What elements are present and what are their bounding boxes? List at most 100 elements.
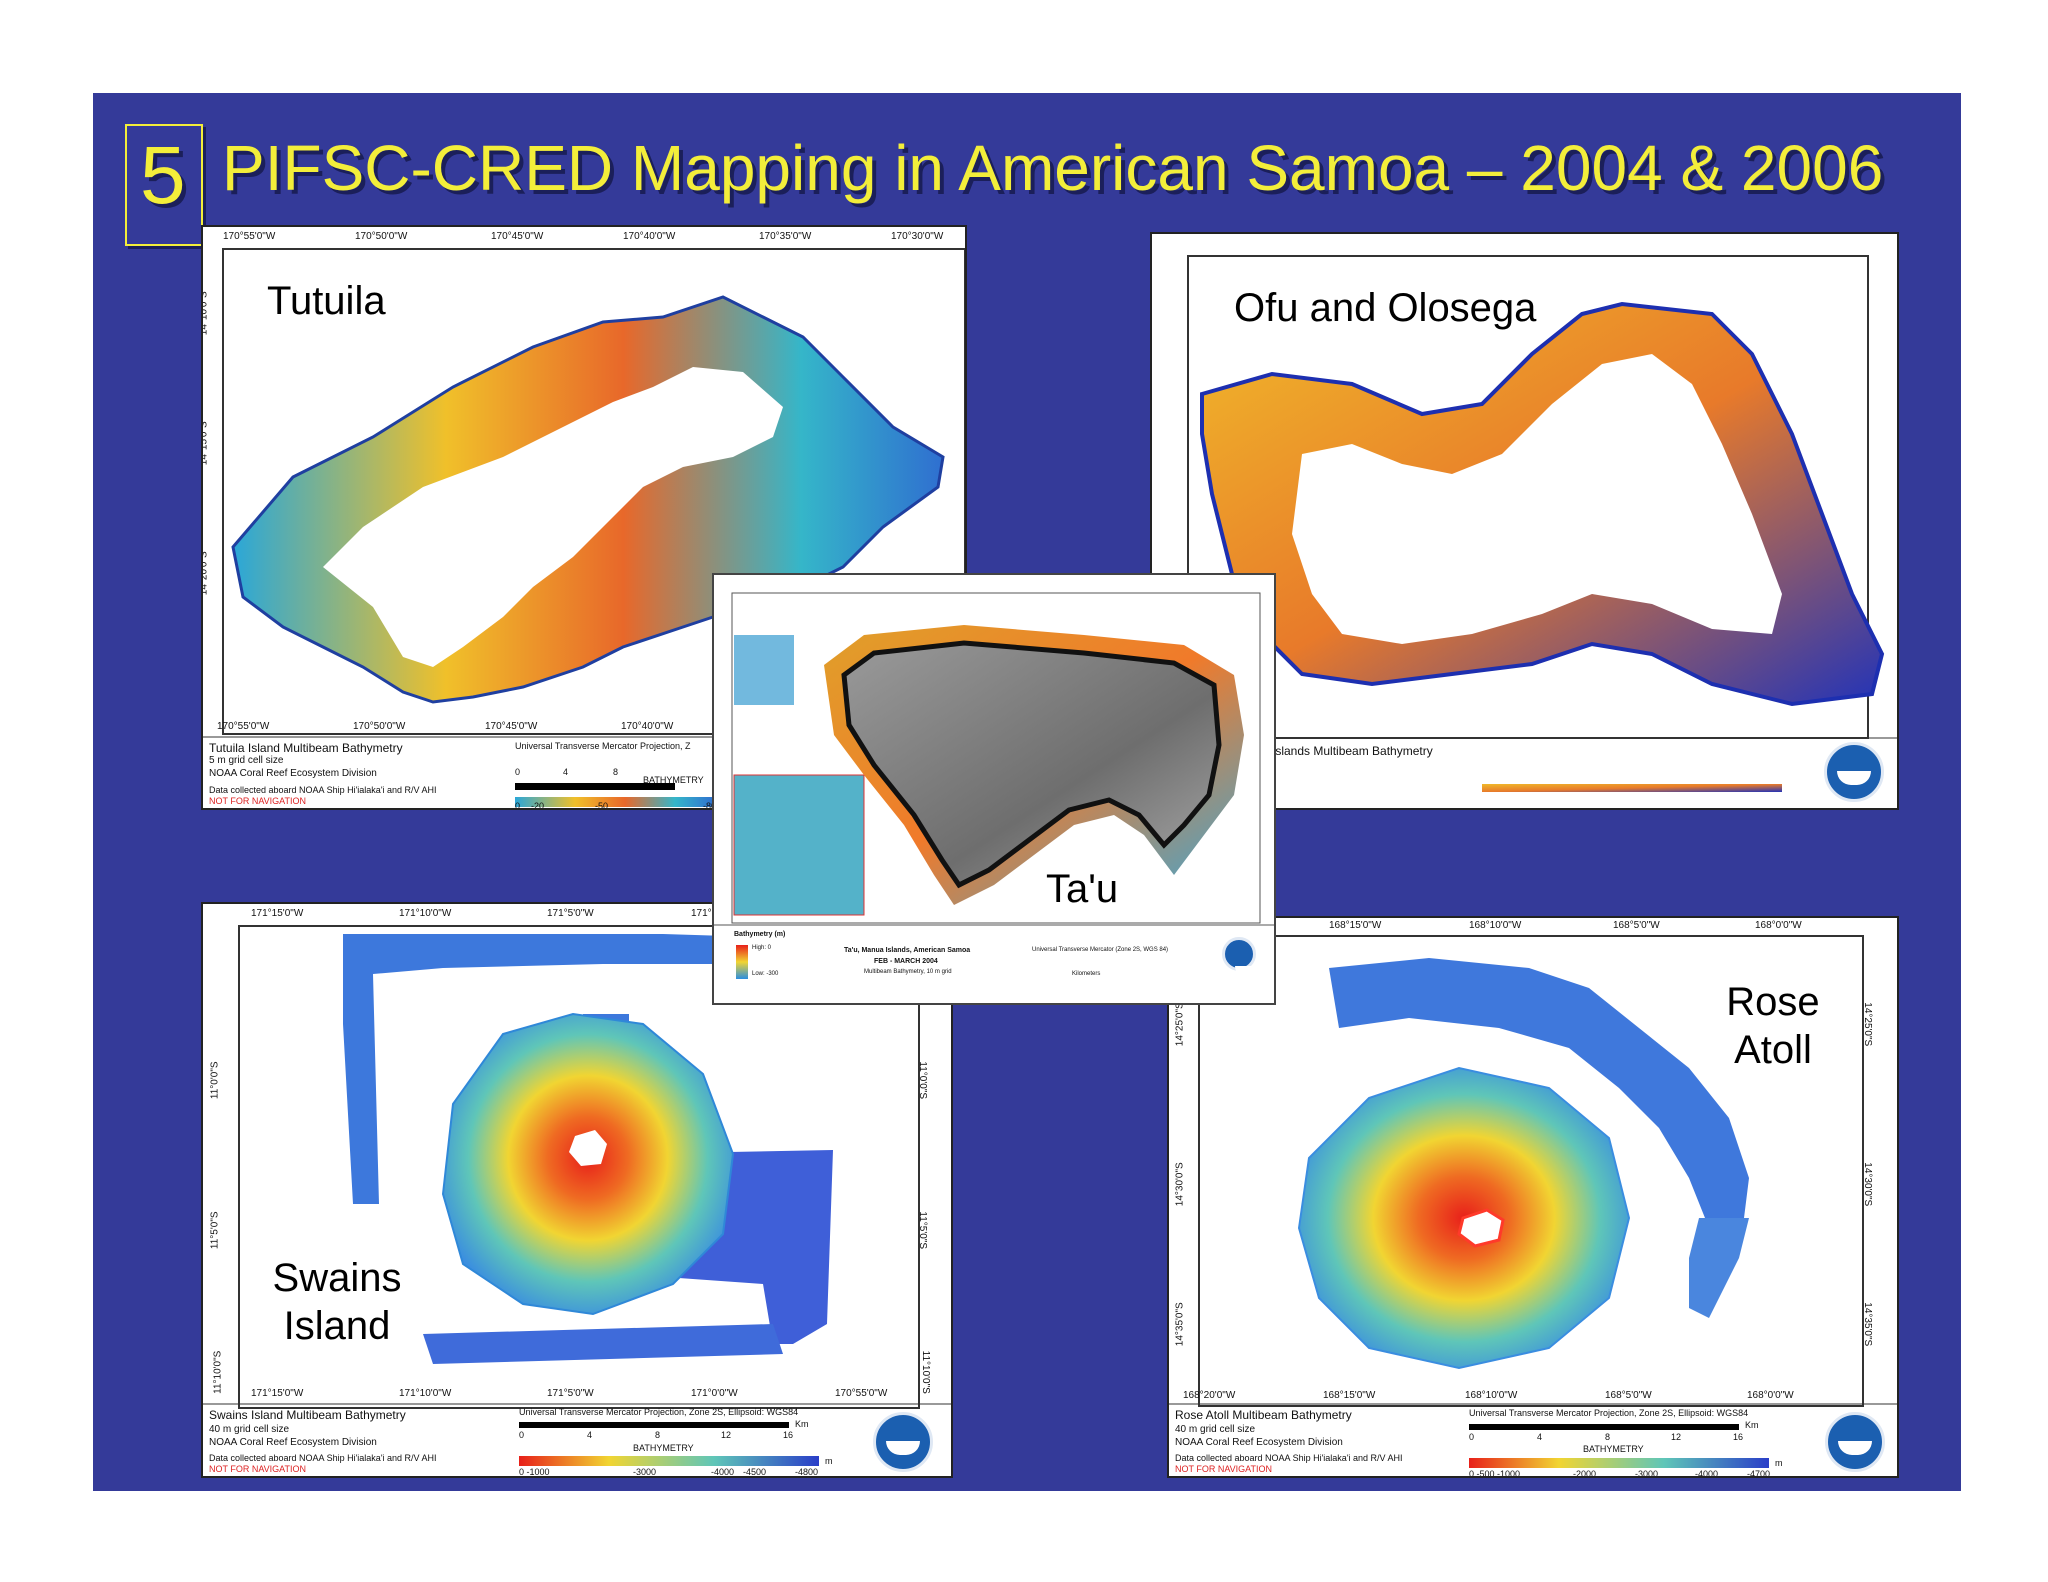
swains-color-tick-3: -4000 [711, 1467, 735, 1477]
tutuila-bottom-tick-4: 170°40'0"W [621, 721, 674, 732]
rose-top-tick-3: 168°5'0"W [1613, 920, 1660, 931]
rose-color-tick-1: 0 -500 -1000 [1469, 1469, 1521, 1478]
slide-title: PIFSC-CRED Mapping in American Samoa – 2… [222, 132, 1884, 204]
rose-atoll-label: Rose Atoll [1723, 978, 1823, 1074]
tau-map-graphic [714, 592, 1274, 979]
swains-top-tick-3: 171°5'0"W [547, 908, 594, 919]
tutuila-projection: Universal Transverse Mercator Projection… [515, 741, 691, 751]
tutuila-color-tick-3: -50 [595, 801, 609, 810]
swains-scale-tick-2: 4 [587, 1430, 593, 1440]
slide-number-box [125, 124, 203, 246]
rose-bottom-tick-1: 168°20'0"W [1183, 1390, 1236, 1401]
tutuila-top-tick-4: 170°40'0"W [623, 231, 676, 242]
swains-scale-tick-1: 0 [519, 1430, 525, 1440]
swains-bathymetry-label: BATHYMETRY [633, 1443, 694, 1453]
tutuila-top-tick-2: 170°50'0"W [355, 231, 408, 242]
rose-left-tick-3: 14°35'0"S [1174, 1302, 1186, 1347]
rose-right-tick-1: 14°25'0"S [1862, 1002, 1874, 1047]
rose-bathymetry-label: BATHYMETRY [1583, 1444, 1644, 1454]
slide-number: 5 [140, 130, 186, 221]
tutuila-scale-tick-2: 4 [563, 767, 569, 777]
swains-color-tick-2: -3000 [633, 1467, 657, 1477]
noaa-logo-icon [1824, 742, 1884, 802]
rose-scale-tick-4: 12 [1671, 1432, 1682, 1442]
swains-label: Swains Island [267, 1254, 407, 1350]
tau-label: Ta'u [1046, 867, 1119, 911]
swains-scale-tick-4: 12 [721, 1430, 732, 1440]
tutuila-top-tick-5: 170°35'0"W [759, 231, 812, 242]
tau-caption-3: Multibeam Bathymetry, 10 m grid [864, 969, 952, 975]
swains-right-tick-2: 11°5'0"S [917, 1211, 929, 1250]
rose-left-tick-2: 14°30'0"S [1174, 1162, 1186, 1207]
tutuila-bottom-tick-1: 170°55'0"W [217, 721, 270, 732]
tau-caption-1: Ta'u, Manua Islands, American Samoa [844, 947, 971, 954]
rose-label-line-2: Atoll [1734, 1028, 1812, 1072]
rose-scale-unit: Km [1745, 1420, 1759, 1430]
swains-bottom-tick-3: 171°5'0"W [547, 1388, 594, 1399]
rose-bottom-tick-2: 168°15'0"W [1323, 1390, 1376, 1401]
rose-color-unit: m [1775, 1458, 1783, 1468]
rose-legend-line-1: 40 m grid cell size [1175, 1424, 1256, 1435]
swains-left-tick-1: 11°0'0"S [209, 1061, 221, 1100]
rose-color-tick-2: -2000 [1573, 1469, 1597, 1478]
tau-legend-low: Low: -300 [752, 971, 779, 977]
tau-caption-2: FEB - MARCH 2004 [874, 958, 938, 965]
rose-right-tick-2: 14°30'0"S [1862, 1162, 1874, 1207]
rose-top-tick-1: 168°15'0"W [1329, 920, 1382, 931]
swains-warning: NOT FOR NAVIGATION [209, 1464, 307, 1474]
rose-bottom-tick-5: 168°0'0"W [1747, 1390, 1794, 1401]
rose-top-tick-4: 168°0'0"W [1755, 920, 1802, 931]
swains-scale-unit: Km [795, 1419, 809, 1429]
tutuila-top-tick-3: 170°45'0"W [491, 231, 544, 242]
swains-color-tick-5: -4800 [795, 1467, 819, 1477]
tutuila-bathymetry-label: BATHYMETRY [643, 775, 704, 785]
swains-bottom-tick-5: 170°55'0"W [835, 1388, 888, 1399]
tutuila-scale-tick-3: 8 [613, 767, 619, 777]
swains-color-tick-1: 0 -1000 [519, 1467, 550, 1477]
noaa-logo-icon [1222, 937, 1269, 980]
rose-bottom-tick-4: 168°5'0"W [1605, 1390, 1652, 1401]
tau-projection: Universal Transverse Mercator (Zone 2S, … [1032, 947, 1169, 953]
tutuila-map-panel: 170°55'0"W 170°50'0"W 170°45'0"W 170°40'… [201, 225, 967, 810]
swains-color-unit: m [825, 1456, 833, 1466]
rose-color-tick-5: -4700 [1747, 1469, 1771, 1478]
rose-top-tick-2: 168°10'0"W [1469, 920, 1522, 931]
tau-legend-high: High: 0 [752, 945, 772, 951]
swains-bottom-tick-4: 171°0'0"W [691, 1388, 738, 1399]
tutuila-left-tick-3: 14°20'0"S [201, 551, 210, 596]
ofu-olosega-legend-title: Islands Multibeam Bathymetry [1272, 744, 1433, 758]
rose-label-line-1: Rose [1726, 980, 1820, 1024]
tutuila-label: Tutuila [267, 279, 386, 323]
noaa-logo-icon [873, 1412, 933, 1472]
rose-legend-line-2: NOAA Coral Reef Ecosystem Division [1175, 1437, 1343, 1448]
swains-scale-tick-5: 16 [783, 1430, 794, 1440]
swains-label-line-2: Island [283, 1304, 391, 1348]
ofu-olosega-map-graphic [1152, 255, 1897, 792]
rose-scale-tick-1: 0 [1469, 1432, 1475, 1442]
tutuila-color-tick-1: 0 [515, 801, 521, 810]
tutuila-bottom-tick-2: 170°50'0"W [353, 721, 406, 732]
rose-legend-title: Rose Atoll Multibeam Bathymetry [1175, 1408, 1352, 1422]
rose-projection: Universal Transverse Mercator Projection… [1469, 1408, 1749, 1418]
tutuila-legend-line-1: 5 m grid cell size [209, 755, 284, 766]
tau-legend-title: Bathymetry (m) [734, 931, 786, 938]
rose-atoll-map-panel: 168°15'0"W 168°10'0"W 168°5'0"W 168°0'0"… [1167, 916, 1899, 1478]
tutuila-legend-line-2: NOAA Coral Reef Ecosystem Division [209, 768, 377, 779]
rose-warning: NOT FOR NAVIGATION [1175, 1464, 1273, 1474]
tutuila-warning: NOT FOR NAVIGATION [209, 796, 307, 806]
swains-scale-tick-3: 8 [655, 1430, 661, 1440]
rose-scale-tick-3: 8 [1605, 1432, 1611, 1442]
tutuila-legend-title: Tutuila Island Multibeam Bathymetry [209, 741, 403, 755]
noaa-logo-icon [1825, 1412, 1885, 1472]
swains-color-tick-4: -4500 [743, 1467, 767, 1477]
tutuila-scale-tick-1: 0 [515, 767, 521, 777]
rose-color-tick-4: -4000 [1695, 1469, 1719, 1478]
tutuila-left-tick-1: 14°10'0"S [201, 291, 210, 336]
ofu-olosega-map-panel: Ofu and Olosega Islands Multibeam Bathym… [1150, 232, 1899, 810]
tutuila-left-tick-2: 14°15'0"S [201, 421, 210, 466]
swains-left-tick-2: 11°5'0"S [209, 1211, 221, 1250]
swains-top-tick-1: 171°15'0"W [251, 908, 304, 919]
rose-scale-tick-5: 16 [1733, 1432, 1744, 1442]
swains-legend-line-1: 40 m grid cell size [209, 1424, 290, 1435]
swains-top-tick-4: 171° [691, 908, 712, 919]
